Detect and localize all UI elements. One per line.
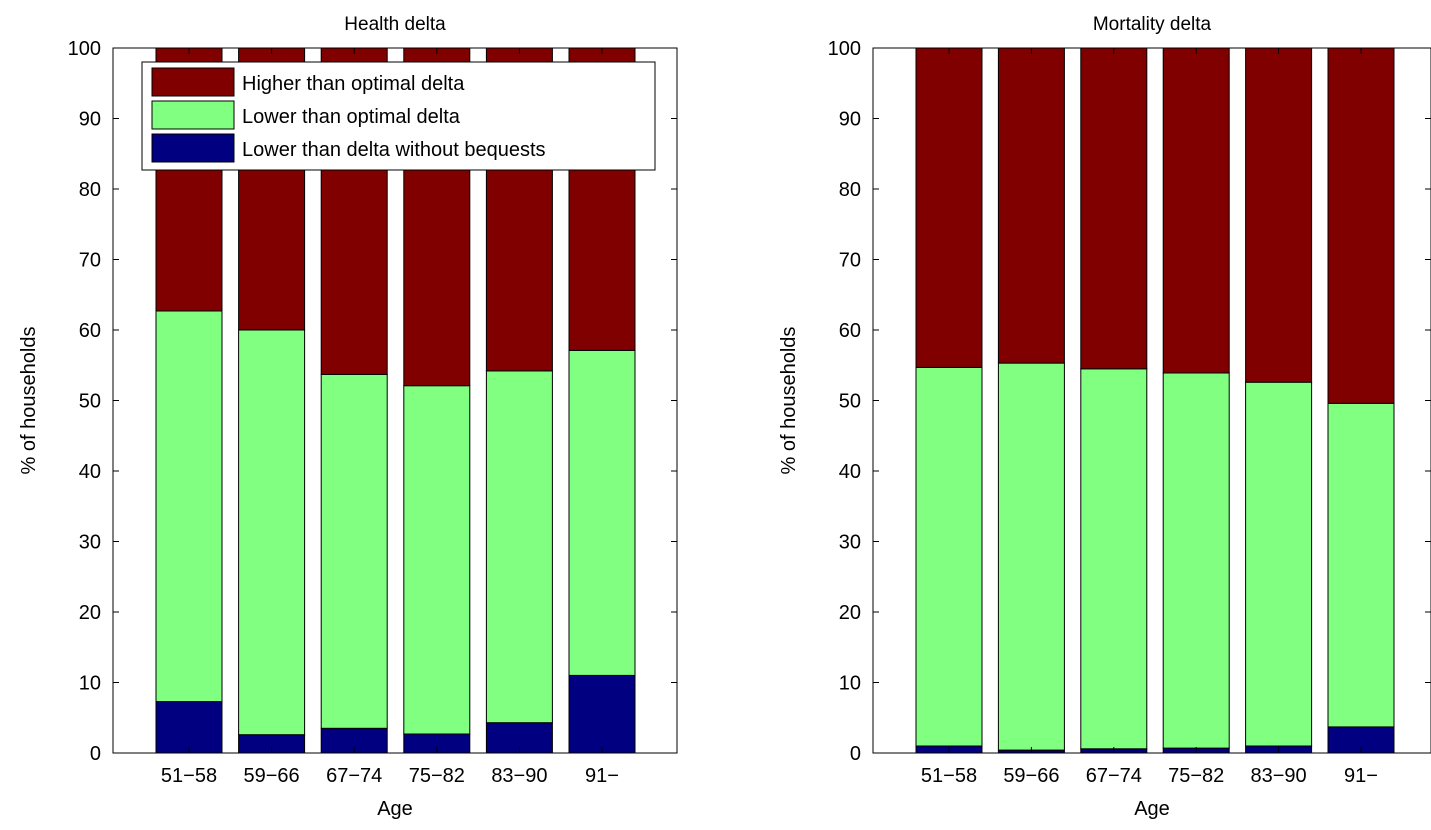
- legend: Higher than optimal delta Lower than opti…: [141, 61, 656, 171]
- x-tick-label: 67−74: [1086, 765, 1142, 787]
- bar-segment: [997, 47, 1065, 364]
- x-tick-label: 91−: [585, 765, 619, 787]
- y-tick-label: 60: [839, 320, 861, 342]
- bar-segment: [485, 370, 553, 724]
- bar-segment: [915, 47, 983, 368]
- bar-segment: [568, 349, 636, 676]
- y-axis-label: % of households: [778, 327, 800, 475]
- y-axis: 0 10 20 30 40 50 60 70 80 90 100: [68, 38, 677, 765]
- bar-segment: [1327, 47, 1395, 404]
- x-tick-label: 67−74: [326, 765, 382, 787]
- x-tick-label: 75−82: [1168, 765, 1224, 787]
- y-tick-label: 20: [839, 602, 861, 624]
- x-tick-label: 83−90: [1251, 765, 1307, 787]
- bar-segment: [403, 385, 471, 735]
- bar-segment: [1080, 368, 1148, 750]
- legend-label: Lower than delta without bequests: [242, 139, 546, 161]
- bar-segment: [1080, 47, 1148, 370]
- y-tick-label: 100: [68, 38, 101, 60]
- bar-segment: [1245, 381, 1313, 747]
- y-tick-label: 50: [839, 391, 861, 413]
- legend-label: Higher than optimal delta: [242, 73, 465, 95]
- y-tick-label: 70: [79, 250, 101, 272]
- bar-segment: [155, 310, 223, 703]
- y-tick-label: 10: [839, 673, 861, 695]
- bar-segment: [155, 701, 223, 754]
- x-tick-label: 75−82: [409, 765, 465, 787]
- y-tick-label: 60: [79, 320, 101, 342]
- y-tick-label: 80: [79, 179, 101, 201]
- y-tick-label: 10: [79, 673, 101, 695]
- chart-panel-2: 0 10 20 30 40 50 60 70 80 90 100 51−58 59−66 67−74 75−…: [778, 14, 1431, 820]
- chart-title: Mortality delta: [1093, 14, 1212, 35]
- bar-segment: [320, 373, 388, 729]
- bar-segment: [1162, 47, 1230, 374]
- y-tick-label: 50: [79, 391, 101, 413]
- bar-segment: [568, 675, 636, 754]
- y-axis-label: % of households: [18, 327, 40, 475]
- y-tick-label: 100: [828, 38, 861, 60]
- y-tick-label: 0: [90, 743, 101, 765]
- x-tick-label: 59−66: [1003, 765, 1059, 787]
- chart-title: Health delta: [344, 14, 446, 35]
- legend-swatch: [151, 100, 235, 130]
- bars: [915, 47, 1395, 754]
- legend-swatch: [151, 133, 235, 163]
- x-tick-label: 59−66: [244, 765, 300, 787]
- x-tick-label: 51−58: [161, 765, 217, 787]
- chart-panel-1: 0 10 20 30 40 50 60 70 80 90 100 51−58 59−66 67−74 75−…: [18, 14, 678, 820]
- y-tick-label: 70: [839, 250, 861, 272]
- y-tick-label: 40: [839, 461, 861, 483]
- legend-label: Lower than optimal delta: [242, 106, 461, 128]
- bar-segment: [915, 366, 983, 747]
- x-axis: 51−58 59−66 67−74 75−82 83−90 91−: [921, 48, 1378, 787]
- y-tick-label: 30: [79, 532, 101, 554]
- bar-segment: [997, 362, 1065, 751]
- bar-segment: [1327, 402, 1395, 728]
- x-axis: 51−58 59−66 67−74 75−82 83−90 91−: [161, 48, 619, 787]
- bar-segment: [1245, 47, 1313, 383]
- x-tick-label: 91−: [1344, 765, 1378, 787]
- x-tick-label: 51−58: [921, 765, 977, 787]
- x-axis-label: Age: [1134, 798, 1170, 820]
- y-tick-label: 80: [839, 179, 861, 201]
- x-axis-label: Age: [377, 798, 413, 820]
- y-tick-label: 90: [839, 109, 861, 131]
- y-tick-label: 40: [79, 461, 101, 483]
- legend-swatch: [151, 67, 235, 97]
- y-tick-label: 30: [839, 532, 861, 554]
- bar-segment: [1162, 372, 1230, 749]
- bar-segment: [238, 329, 306, 736]
- y-tick-label: 90: [79, 109, 101, 131]
- y-tick-label: 20: [79, 602, 101, 624]
- y-tick-label: 0: [850, 743, 861, 765]
- x-tick-label: 83−90: [491, 765, 547, 787]
- y-axis: 0 10 20 30 40 50 60 70 80 90 100: [828, 38, 1431, 765]
